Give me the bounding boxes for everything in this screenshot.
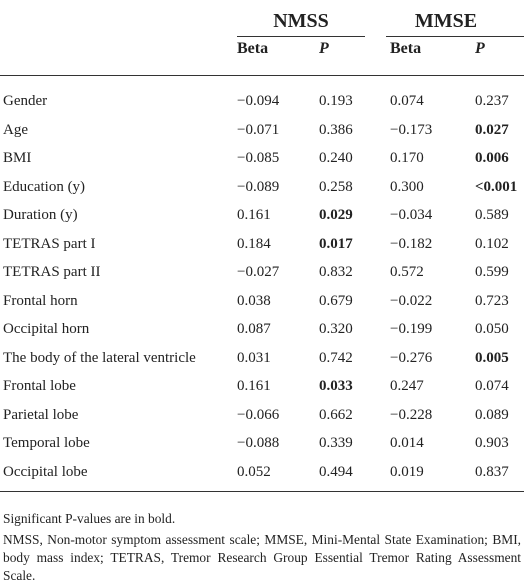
cell-mmse-beta: 0.074 xyxy=(390,93,424,109)
cell-mmse-beta: 0.014 xyxy=(390,435,424,451)
table-row: Age −0.071 0.386 −0.173 0.027 xyxy=(0,116,524,144)
row-label: The body of the lateral ventricle xyxy=(3,349,196,366)
table-row: Frontal horn 0.038 0.679 −0.022 0.723 xyxy=(0,287,524,315)
row-label: Duration (y) xyxy=(3,207,78,223)
cell-mmse-p: 0.027 xyxy=(475,121,509,138)
cell-mmse-beta: 0.300 xyxy=(390,178,424,195)
cell-mmse-p: <0.001 xyxy=(475,178,518,195)
group-underline-nmss xyxy=(237,36,365,37)
table-row: Parietal lobe −0.066 0.662 −0.228 0.089 xyxy=(0,401,524,429)
table-row: Temporal lobe −0.088 0.339 0.014 0.903 xyxy=(0,429,524,457)
cell-mmse-p: 0.005 xyxy=(475,349,509,366)
group-header-nmss: NMSS xyxy=(273,10,329,32)
cell-nmss-beta: 0.161 xyxy=(237,378,271,394)
cell-nmss-p: 0.033 xyxy=(319,378,353,394)
cell-nmss-p: 0.662 xyxy=(319,406,353,423)
cell-nmss-p: 0.832 xyxy=(319,264,353,280)
cell-nmss-p: 0.017 xyxy=(319,235,353,252)
row-label: Parietal lobe xyxy=(3,406,79,423)
table-row: Gender −0.094 0.193 0.074 0.237 xyxy=(0,87,524,115)
row-label: Gender xyxy=(3,93,48,109)
cell-nmss-beta: −0.071 xyxy=(237,121,280,138)
row-label: TETRAS part II xyxy=(3,264,101,280)
col-header-nmss-p: P xyxy=(319,40,329,57)
cell-mmse-beta: 0.019 xyxy=(390,463,424,480)
cell-mmse-beta: −0.182 xyxy=(390,235,433,252)
cell-mmse-p: 0.589 xyxy=(475,207,509,223)
cell-nmss-beta: −0.088 xyxy=(237,435,280,451)
cell-nmss-p: 0.679 xyxy=(319,292,353,309)
cell-mmse-beta: 0.247 xyxy=(390,378,424,394)
cell-mmse-p: 0.102 xyxy=(475,235,509,252)
col-header-mmse-beta: Beta xyxy=(390,40,422,57)
cell-mmse-p: 0.006 xyxy=(475,150,509,166)
cell-mmse-beta: −0.276 xyxy=(390,349,433,366)
cell-nmss-beta: −0.027 xyxy=(237,264,280,280)
cell-nmss-beta: 0.031 xyxy=(237,349,271,366)
cell-nmss-p: 0.386 xyxy=(319,121,353,138)
cell-mmse-beta: −0.173 xyxy=(390,121,433,138)
table-row: The body of the lateral ventricle 0.031 0.… xyxy=(0,344,524,372)
row-label: Occipital lobe xyxy=(3,463,88,480)
cell-mmse-p: 0.723 xyxy=(475,292,509,309)
cell-mmse-beta: 0.170 xyxy=(390,150,424,166)
footnote-abbreviations: NMSS, Non-motor symptom assessment scale… xyxy=(3,532,521,583)
cell-nmss-beta: −0.094 xyxy=(237,93,280,109)
row-label: TETRAS part I xyxy=(3,235,96,252)
cell-nmss-beta: 0.052 xyxy=(237,463,271,480)
cell-mmse-p: 0.089 xyxy=(475,406,509,423)
col-header-nmss-beta: Beta xyxy=(237,40,269,57)
cell-nmss-p: 0.742 xyxy=(319,349,353,366)
cell-nmss-beta: 0.087 xyxy=(237,321,271,337)
cell-mmse-beta: −0.034 xyxy=(390,207,433,223)
cell-mmse-p: 0.903 xyxy=(475,435,509,451)
table-row: TETRAS part II −0.027 0.832 0.572 0.599 xyxy=(0,258,524,286)
cell-nmss-beta: 0.184 xyxy=(237,235,271,252)
row-label: Occipital horn xyxy=(3,321,90,337)
cell-nmss-p: 0.339 xyxy=(319,435,353,451)
table-row: Duration (y) 0.161 0.029 −0.034 0.589 xyxy=(0,201,524,229)
bottom-rule xyxy=(0,491,524,492)
table-row: Occipital horn 0.087 0.320 −0.199 0.050 xyxy=(0,315,524,343)
cell-mmse-beta: −0.228 xyxy=(390,406,433,423)
table-row: Education (y) −0.089 0.258 0.300 <0.001 xyxy=(0,173,524,201)
cell-nmss-p: 0.029 xyxy=(319,207,353,223)
cell-mmse-p: 0.837 xyxy=(475,463,509,480)
table-row: BMI −0.085 0.240 0.170 0.006 xyxy=(0,144,524,172)
cell-nmss-beta: 0.161 xyxy=(237,207,271,223)
row-label: Frontal horn xyxy=(3,292,78,309)
cell-mmse-beta: −0.199 xyxy=(390,321,433,337)
col-header-mmse-p: P xyxy=(475,40,485,57)
row-label: Education (y) xyxy=(3,178,86,195)
cell-nmss-beta: −0.089 xyxy=(237,178,280,195)
cell-nmss-beta: 0.038 xyxy=(237,292,271,309)
cell-nmss-p: 0.193 xyxy=(319,93,353,109)
cell-mmse-p: 0.074 xyxy=(475,378,509,394)
table-row: Occipital lobe 0.052 0.494 0.019 0.837 xyxy=(0,458,524,486)
row-label: Age xyxy=(3,121,28,138)
cell-nmss-beta: −0.066 xyxy=(237,406,280,423)
group-underline-mmse xyxy=(386,36,524,37)
cell-mmse-p: 0.237 xyxy=(475,93,509,109)
cell-mmse-beta: 0.572 xyxy=(390,264,424,280)
table-row: Frontal lobe 0.161 0.033 0.247 0.074 xyxy=(0,372,524,400)
footnote-significance: Significant P-values are in bold. xyxy=(3,511,176,526)
row-label: Frontal lobe xyxy=(3,378,76,394)
cell-mmse-beta: −0.022 xyxy=(390,292,433,309)
cell-nmss-beta: −0.085 xyxy=(237,150,280,166)
header-rule xyxy=(0,75,524,76)
row-label: Temporal lobe xyxy=(3,435,90,451)
cell-nmss-p: 0.494 xyxy=(319,463,353,480)
group-header-mmse: MMSE xyxy=(414,10,478,32)
cell-nmss-p: 0.240 xyxy=(319,150,353,166)
cell-mmse-p: 0.599 xyxy=(475,264,509,280)
cell-mmse-p: 0.050 xyxy=(475,321,509,337)
table-row: TETRAS part I 0.184 0.017 −0.182 0.102 xyxy=(0,230,524,258)
row-label: BMI xyxy=(3,150,32,166)
cell-nmss-p: 0.320 xyxy=(319,321,353,337)
cell-nmss-p: 0.258 xyxy=(319,178,353,195)
